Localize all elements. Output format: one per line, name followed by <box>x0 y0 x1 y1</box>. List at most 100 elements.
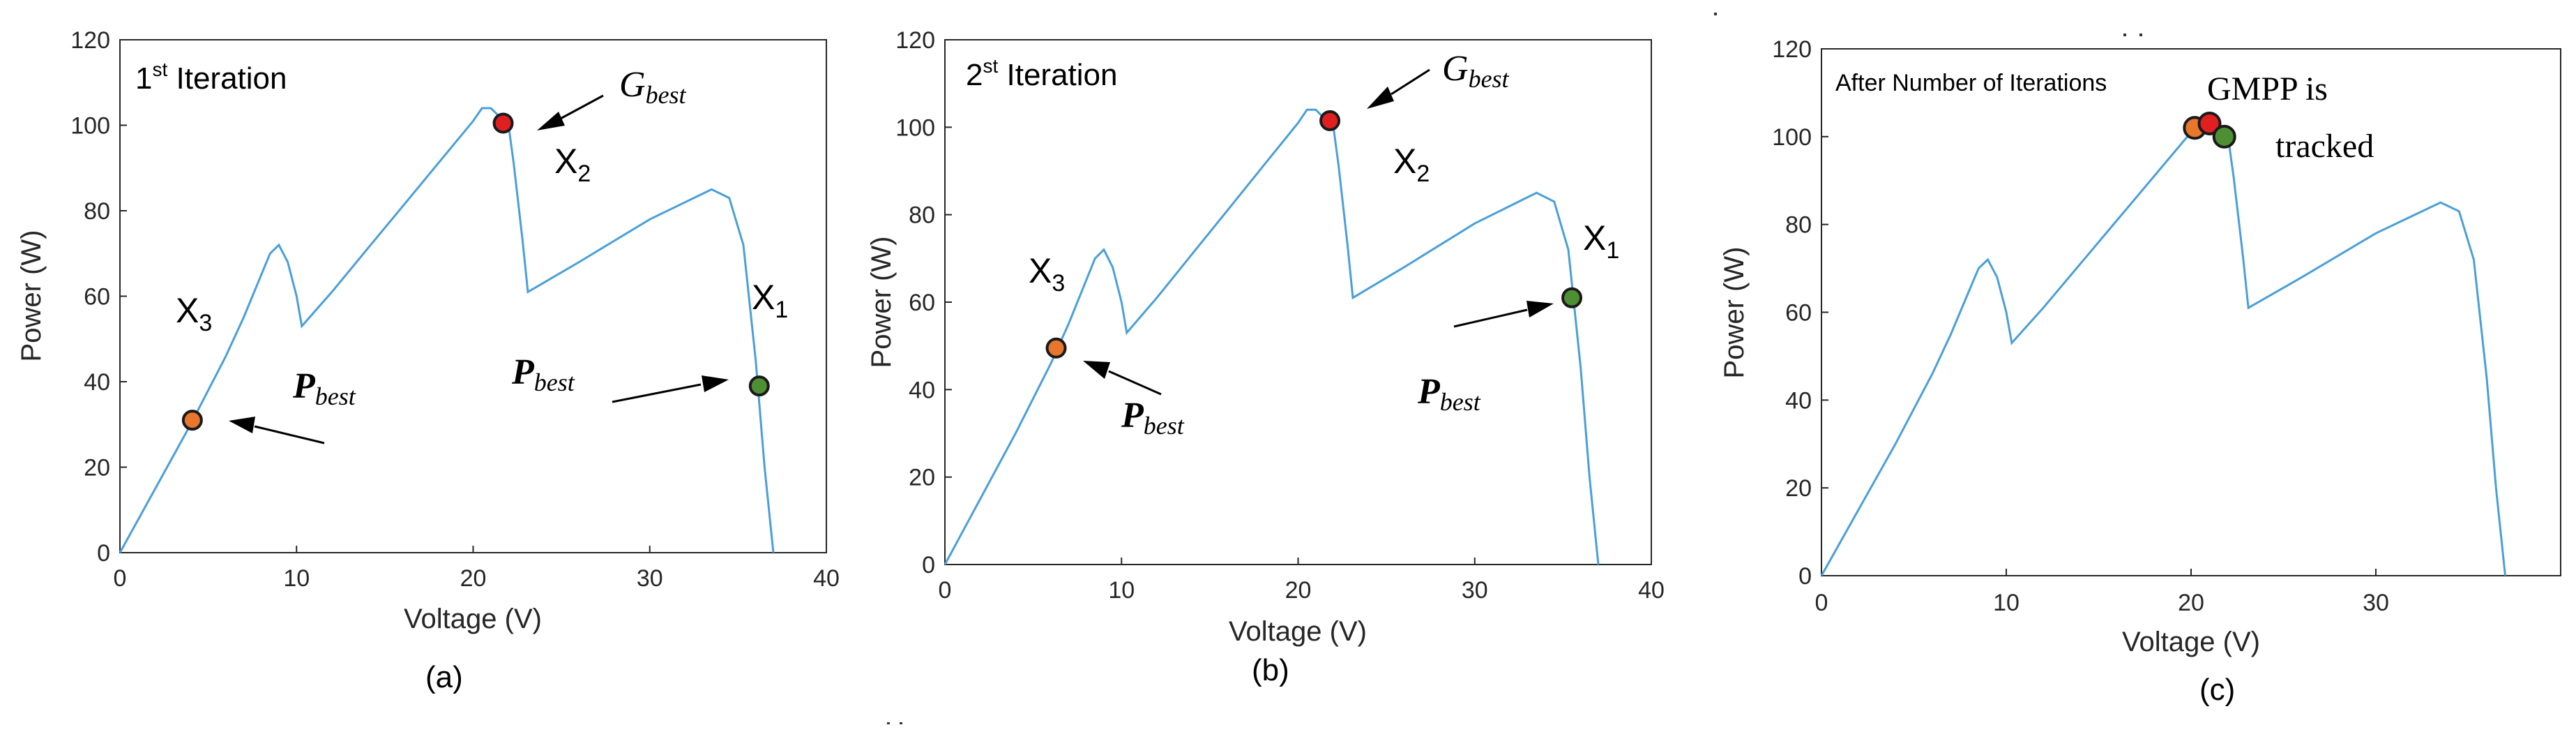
panel-c-ytick-label: 0 <box>1798 563 1812 590</box>
panel-b-xtick-label: 0 <box>939 577 952 604</box>
panel-a-points <box>181 112 770 431</box>
panel-b-title: 2st Iteration <box>966 55 1117 92</box>
panel-a-pbest-left-sub: best <box>315 382 356 410</box>
panel-a-point-x3 <box>181 410 203 431</box>
panel-c-ticks: 0 10 20 30 0 20 40 60 80 100 120 <box>1772 36 2389 616</box>
panel-b-point-x1 <box>1561 287 1583 308</box>
scan-marks <box>887 13 2142 724</box>
panel-a-caption: (a) <box>425 660 463 694</box>
panel-b-pbest-left-sub: best <box>1144 412 1185 440</box>
panel-b-x1-base: X <box>1583 218 1606 257</box>
panel-b-ticks: 0 10 20 30 40 0 20 40 60 80 100 120 <box>895 27 1665 604</box>
panel-b-plot-area <box>944 39 1652 565</box>
panel-a-xlabel: Voltage (V) <box>404 604 542 634</box>
panel-b-arrow-gbest <box>1367 68 1430 109</box>
panel-b-xtick-label: 40 <box>1638 577 1665 604</box>
panel-b-label-x2: X2 <box>1393 142 1430 187</box>
panel-b-point-x3 <box>1045 337 1067 359</box>
panel-a-point-x2 <box>492 112 514 134</box>
panel-c-xtick-label: 30 <box>2363 590 2389 616</box>
panel-a-title-base: 1 <box>135 61 152 96</box>
panel-b-label-x3: X3 <box>1029 251 1065 297</box>
panel-a-x3-sub: 3 <box>199 310 212 336</box>
panel-b-x2-sub: 2 <box>1416 160 1430 187</box>
panel-b-x1-sub: 1 <box>1606 237 1619 264</box>
panel-b-xtick-label: 20 <box>1285 577 1312 604</box>
panel-c-gmpp-line2: tracked <box>2275 128 2374 165</box>
panel-a-xtick-label: 40 <box>813 565 840 592</box>
panel-a-title-rest: Iteration <box>167 61 287 96</box>
panel-a-ytick-label: 60 <box>84 284 110 311</box>
panel-a-ytick-label: 40 <box>84 369 110 396</box>
panel-c-ylabel: Power (W) <box>1719 247 1750 379</box>
panel-a-pbest-label-left: Pbest <box>292 366 356 410</box>
panel-a-pbest-left-base: P <box>292 366 316 406</box>
panel-a-point-x1 <box>748 375 770 397</box>
panel-c-title: After Number of Iterations <box>1835 70 2107 96</box>
panel-b-label-x1: X1 <box>1583 218 1619 264</box>
panel-b-pbest-label-right: Pbest <box>1417 372 1481 416</box>
panel-c-pv-curve <box>1820 118 2506 576</box>
panel-a-label-x1: X1 <box>752 278 788 323</box>
panel-a-pbest-right-base: P <box>511 352 535 392</box>
panel-c-caption: (c) <box>2199 673 2235 707</box>
panel-b-pbest-right-sub: best <box>1440 388 1481 416</box>
panel-b-ylabel: Power (W) <box>866 237 897 368</box>
panel-a-plot-area <box>119 39 827 553</box>
panel-c-ytick-label: 40 <box>1785 387 1812 414</box>
panel-c-ytick-label: 80 <box>1785 212 1812 239</box>
panel-b-title-sup: st <box>983 55 998 77</box>
panel-c-xtick-label: 0 <box>1815 590 1828 616</box>
panel-a-arrow-pbest-left <box>229 417 325 445</box>
panel-b-xlabel: Voltage (V) <box>1229 616 1367 647</box>
panel-a-label-x2: X2 <box>554 142 591 187</box>
panel-b-x2-base: X <box>1393 142 1416 181</box>
panel-c-point-x2 <box>2197 111 2222 135</box>
panel-a-ticks: 0 10 20 30 40 0 20 40 60 80 100 120 <box>70 27 840 592</box>
panel-b-ytick-label: 120 <box>895 27 935 54</box>
panel-a-xtick-label: 10 <box>283 565 310 592</box>
panel-a-pbest-right-sub: best <box>534 368 575 396</box>
panel-b-gbest-label: Gbest <box>1442 49 1510 93</box>
panel-a-ytick-label: 80 <box>84 198 110 225</box>
panel-c-ytick-label: 60 <box>1785 300 1812 327</box>
panel-a-pbest-label-right: Pbest <box>511 352 575 396</box>
panel-a-arrow-pbest-right <box>612 375 729 403</box>
panel-b-ytick-label: 100 <box>895 114 935 141</box>
panel-b-pbest-right-base: P <box>1417 372 1441 412</box>
panel-c-gmpp-note: GMPP is tracked <box>2207 70 2374 165</box>
panel-a-xtick-label: 20 <box>460 565 487 592</box>
panel-a-x2-sub: 2 <box>577 160 591 187</box>
panel-a-title: 1st Iteration <box>135 59 287 96</box>
panel-b-gbest-sub: best <box>1469 65 1510 93</box>
panel-a-ytick-label: 120 <box>70 27 110 54</box>
panel-c-xlabel: Voltage (V) <box>2122 627 2260 657</box>
panel-a-x1-sub: 1 <box>775 297 788 323</box>
panel-b-x3-sub: 3 <box>1052 270 1065 297</box>
panel-c-xtick-label: 10 <box>1993 590 2020 616</box>
panel-a-pv-curve <box>119 107 775 553</box>
panel-c-points <box>2183 111 2236 149</box>
panel-b-arrow-pbest-right <box>1453 301 1554 328</box>
panel-b-pbest-label-left: Pbest <box>1121 396 1185 440</box>
panel-a-gbest-base: G <box>619 65 646 105</box>
panel-a-ylabel: Power (W) <box>16 230 47 362</box>
panel-c-ytick-label: 20 <box>1785 475 1812 502</box>
panel-a-ytick-label: 0 <box>97 540 110 567</box>
panel-b-x3-base: X <box>1029 251 1052 290</box>
panel-c-ytick-label: 100 <box>1772 124 1812 151</box>
panel-b-pbest-left-base: P <box>1121 396 1144 435</box>
panel-b-ytick-label: 0 <box>922 552 935 578</box>
panel-a-gbest-label: Gbest <box>619 65 687 109</box>
panel-b-arrow-pbest-left <box>1083 361 1162 396</box>
panel-a-arrow-gbest <box>537 94 604 130</box>
panel-b-ytick-label: 20 <box>909 465 935 491</box>
panel-a-xtick-label: 30 <box>637 565 663 592</box>
panel-b-pv-curve <box>944 108 1600 565</box>
panel-b-ytick-label: 60 <box>909 290 935 316</box>
panel-c-xtick-label: 20 <box>2178 590 2204 616</box>
panel-b-point-x2 <box>1319 110 1341 131</box>
panel-b-title-rest: Iteration <box>998 58 1117 92</box>
panel-c-gmpp-line1: GMPP is <box>2207 70 2328 107</box>
